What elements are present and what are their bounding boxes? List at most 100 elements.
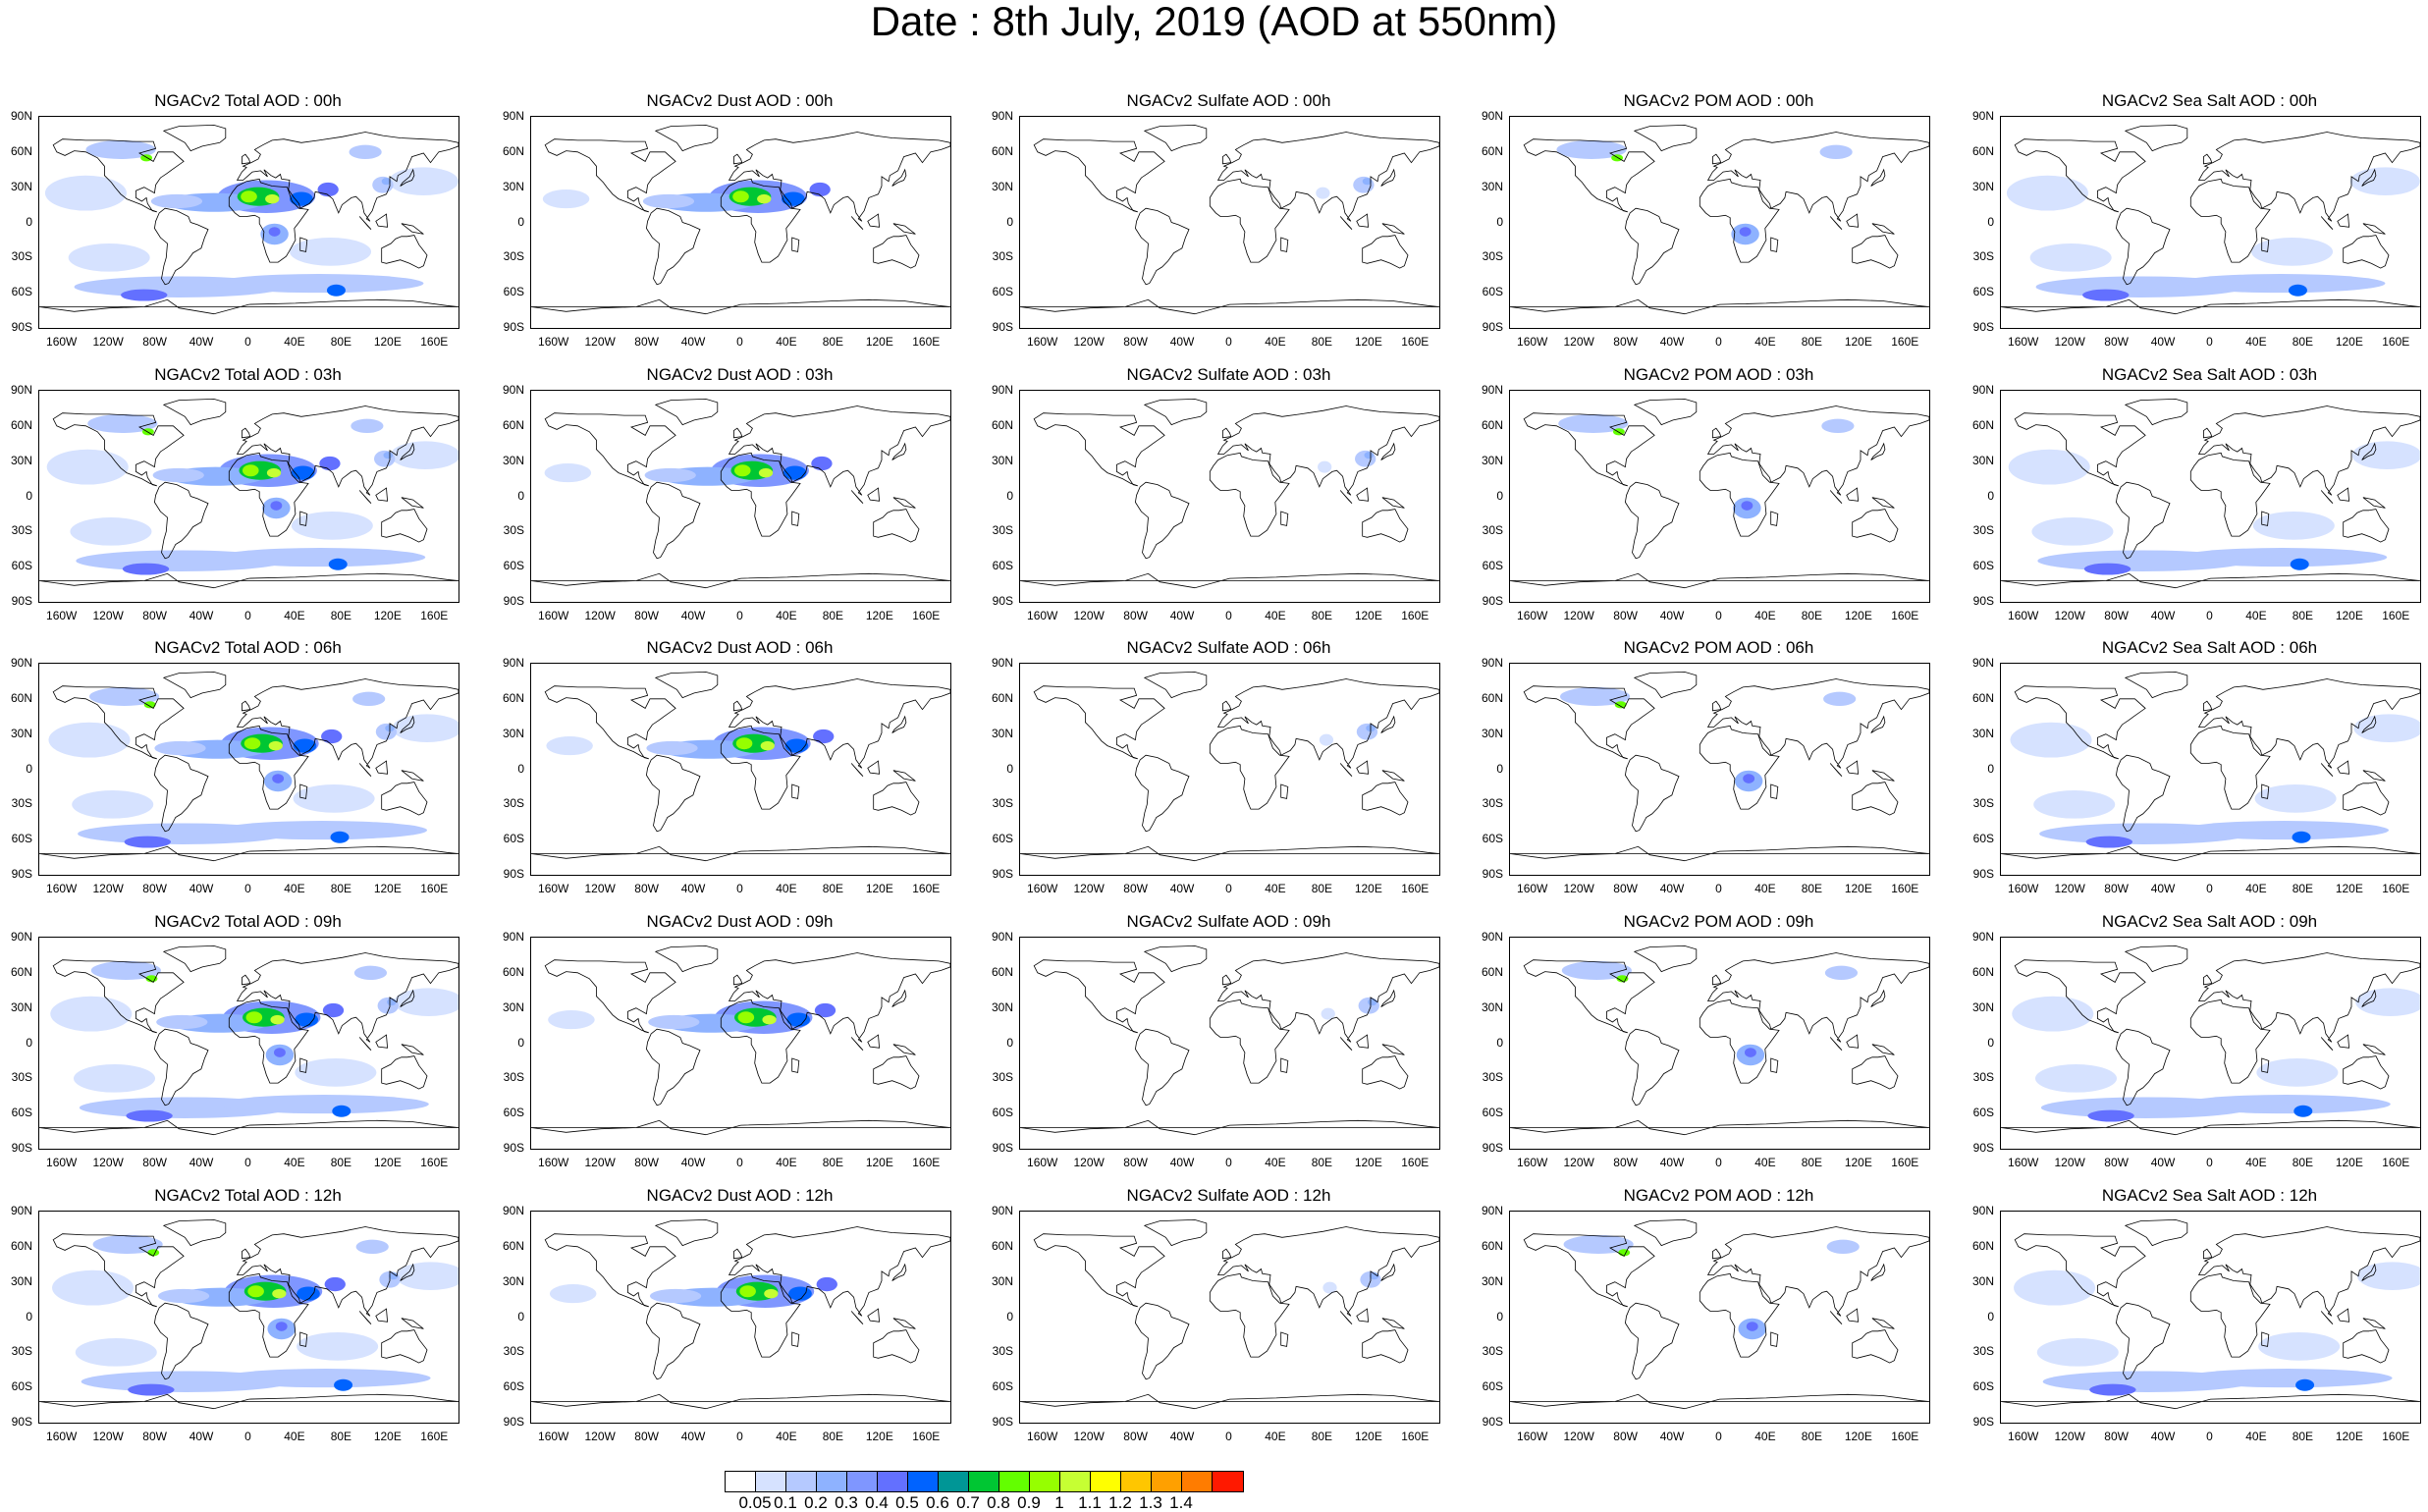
- lon-tick-label: 80W: [1613, 1156, 1638, 1169]
- lat-tick-label: 60N: [991, 690, 1013, 705]
- coastline: [401, 497, 424, 509]
- coastline: [1706, 132, 1929, 222]
- coastline: [1033, 1233, 1165, 1308]
- aod-plume: [85, 139, 156, 159]
- lat-tick-label: 0: [1496, 488, 1503, 503]
- coastline: [1706, 952, 1929, 1043]
- coastline: [1033, 138, 1165, 213]
- aod-plume: [322, 1002, 345, 1018]
- lon-tick-label: 120E: [1844, 335, 1872, 349]
- aod-plume: [92, 1234, 163, 1254]
- aod-plume: [2295, 1378, 2315, 1391]
- aod-plume: [353, 965, 388, 980]
- lat-tick-label: 60S: [11, 1379, 32, 1394]
- lat-tick-label: 90N: [502, 930, 524, 944]
- coastline: [1339, 1037, 1353, 1051]
- lon-tick-label: 80E: [2292, 1430, 2314, 1443]
- coastline: [1339, 490, 1353, 504]
- aod-plume: [2012, 996, 2094, 1032]
- world-map-svg: [531, 398, 950, 589]
- aod-plume: [247, 1285, 264, 1298]
- coastline: [2001, 845, 2420, 862]
- coastline: [1829, 216, 1843, 230]
- colorbar: [725, 1471, 1244, 1492]
- lat-tick-label: 90S: [503, 1415, 524, 1429]
- colorbar-label: 0.2: [804, 1493, 828, 1512]
- coastline: [2202, 427, 2213, 439]
- coastline: [1143, 945, 1208, 973]
- coastline: [153, 207, 209, 286]
- coastline: [1871, 497, 1895, 509]
- lon-tick-label: 40E: [1265, 1430, 1286, 1443]
- coastline: [1852, 1055, 1899, 1090]
- lat-tick-label: 0: [517, 761, 524, 776]
- panel-title: NGACv2 Dust AOD : 12h: [646, 1186, 834, 1205]
- lon-tick-label: 40E: [1754, 335, 1776, 349]
- lat-tick-label: 90N: [991, 383, 1013, 397]
- aod-plume: [646, 740, 698, 756]
- map-sulfate: [1019, 937, 1440, 1150]
- coastline: [1523, 412, 1655, 487]
- lon-tick-label: 120E: [1844, 882, 1872, 895]
- lat-tick-label: 30S: [503, 249, 524, 264]
- coastline: [2261, 1331, 2270, 1347]
- lon-tick-label: 40E: [2245, 1156, 2267, 1169]
- coastline: [791, 1057, 800, 1073]
- lon-tick-label: 80E: [1311, 335, 1333, 349]
- coastline: [401, 770, 424, 782]
- lon-tick-label: 160W: [1517, 1156, 1548, 1169]
- lon-tick-label: 80W: [634, 1430, 659, 1443]
- lat-tick-label: 0: [517, 1309, 524, 1323]
- coastline: [891, 1263, 907, 1281]
- coastline: [720, 1272, 801, 1358]
- coastline: [400, 1263, 415, 1281]
- lon-tick-label: 160E: [1401, 335, 1430, 349]
- coastline: [1829, 1311, 1843, 1324]
- lon-tick-label: 120W: [92, 335, 124, 349]
- lon-tick-label: 80E: [330, 609, 352, 622]
- lon-tick-label: 120W: [1563, 882, 1594, 895]
- aod-plume: [2033, 790, 2116, 819]
- lon-tick-label: 120W: [2054, 1430, 2085, 1443]
- colorbar-swatch: [878, 1472, 908, 1491]
- world-map-svg: [2001, 398, 2420, 589]
- coastline: [1381, 1318, 1405, 1329]
- coastline: [1033, 685, 1165, 760]
- coastline: [1871, 223, 1895, 235]
- lon-tick-label: 160E: [420, 882, 449, 895]
- coastline: [891, 989, 907, 1007]
- lat-tick-label: 60N: [502, 417, 524, 432]
- coastline: [544, 959, 676, 1034]
- aod-plume: [2010, 722, 2092, 758]
- coastline: [728, 952, 950, 1043]
- coastline: [381, 235, 428, 269]
- lon-tick-label: 160W: [1027, 335, 1058, 349]
- lon-tick-label: 160W: [2008, 882, 2039, 895]
- lon-tick-label: 120E: [373, 1430, 402, 1443]
- lon-tick-label: 0: [1715, 609, 1722, 622]
- aod-plume: [1741, 501, 1754, 511]
- lon-tick-label: 0: [2206, 335, 2213, 349]
- lon-tick-label: 160E: [912, 1430, 941, 1443]
- lon-tick-label: 160W: [538, 609, 569, 622]
- aod-plume: [1318, 460, 1332, 473]
- lon-tick-label: 80W: [142, 609, 167, 622]
- coastline: [2361, 989, 2377, 1007]
- coastline: [1209, 725, 1290, 810]
- lat-tick-label: 90S: [1972, 1141, 1994, 1155]
- coastline: [873, 235, 920, 269]
- lon-tick-label: 120W: [1073, 609, 1105, 622]
- aod-plume: [243, 737, 261, 750]
- lon-tick-label: 80W: [1613, 1430, 1638, 1443]
- lon-tick-label: 40W: [680, 1430, 706, 1443]
- lat-tick-label: 30N: [1971, 999, 1994, 1014]
- coastline: [162, 398, 227, 426]
- coastline: [2197, 952, 2420, 1043]
- aod-plume: [2029, 243, 2112, 272]
- coastline: [2337, 1308, 2350, 1323]
- aod-plume: [735, 737, 753, 750]
- coastline: [1356, 760, 1370, 775]
- aod-plume: [2034, 1064, 2118, 1093]
- aod-plume: [48, 722, 131, 758]
- coastline: [241, 427, 251, 439]
